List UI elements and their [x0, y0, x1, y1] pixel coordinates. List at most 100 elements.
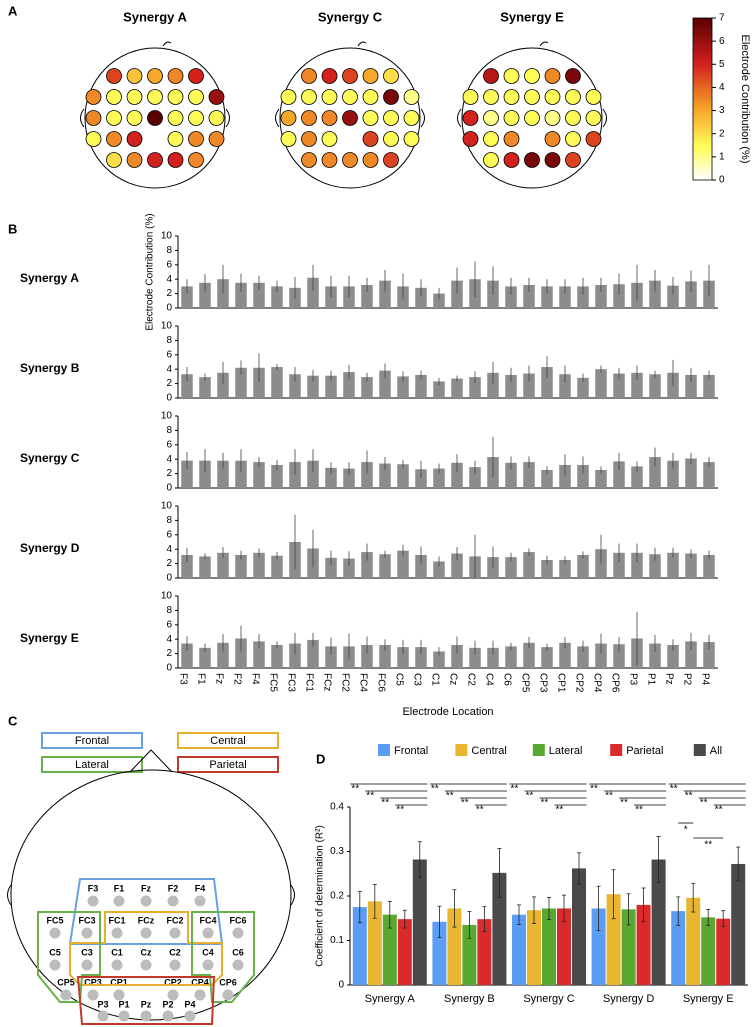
- nose: [162, 41, 172, 47]
- bar: [703, 642, 715, 668]
- panel-title: Synergy C: [318, 9, 383, 24]
- bar: [253, 552, 265, 578]
- significance-label: **: [704, 840, 712, 851]
- electrode: [565, 89, 581, 105]
- bar: [477, 919, 492, 985]
- electrode: [403, 110, 420, 126]
- y-tick-label: 4: [166, 454, 172, 465]
- head-outline: [10, 769, 292, 1021]
- electrode: [321, 152, 338, 168]
- electrode: [383, 110, 399, 126]
- bar: [649, 643, 661, 668]
- electrode-label: FC5: [46, 915, 63, 925]
- electrode: [383, 89, 399, 105]
- electrode-label: C4: [202, 947, 214, 957]
- electrode-label: FC6: [229, 915, 246, 925]
- electrode-label: FC1: [108, 915, 125, 925]
- head-outline: [84, 47, 226, 189]
- bar: [361, 462, 373, 488]
- bar: [253, 367, 265, 398]
- electrode: [202, 959, 214, 971]
- electrode: [113, 895, 125, 907]
- electrode: [49, 959, 61, 971]
- electrode: [280, 89, 297, 105]
- bar: [325, 375, 337, 398]
- electrode: [544, 89, 561, 105]
- bar: [307, 375, 319, 398]
- electrode: [140, 927, 152, 939]
- bar: [685, 458, 697, 488]
- bar: [685, 641, 697, 668]
- bar: [199, 556, 211, 578]
- significance-label: **: [700, 798, 708, 809]
- colorbar-tick-label: 4: [719, 82, 725, 93]
- electrode-label: Pz: [141, 999, 152, 1009]
- x-tick-label: Cz: [447, 673, 458, 685]
- row-label: Synergy C: [20, 451, 80, 465]
- bar: [613, 461, 625, 488]
- bar: [361, 644, 373, 668]
- electrode: [126, 68, 143, 84]
- electrode: [162, 1010, 174, 1022]
- bar: [572, 868, 586, 985]
- bar: [181, 374, 193, 398]
- significance-label: **: [526, 791, 534, 802]
- bar: [253, 641, 265, 668]
- nose: [539, 41, 549, 47]
- bar: [433, 651, 445, 668]
- row-label: Synergy B: [20, 361, 80, 375]
- electrode-label: F4: [195, 883, 206, 893]
- y-tick-label: 0: [166, 483, 172, 494]
- legend-label: Parietal: [209, 759, 246, 771]
- electrode: [81, 959, 93, 971]
- electrode: [85, 89, 102, 105]
- colorbar-tick-label: 6: [719, 36, 725, 47]
- bar: [613, 284, 625, 308]
- electrode: [126, 110, 143, 126]
- bar: [397, 919, 412, 985]
- x-tick-label: P2: [681, 673, 692, 686]
- x-tick-label: FC3: [285, 673, 296, 692]
- x-tick-label: FC4: [357, 673, 368, 692]
- bar: [487, 372, 499, 398]
- y-tick-label: 2: [166, 378, 172, 389]
- electrode: [106, 89, 122, 105]
- bar: [199, 647, 211, 668]
- electrode: [194, 989, 206, 1001]
- bar: [559, 560, 571, 578]
- panel-label: A: [8, 3, 18, 18]
- bar: [685, 374, 697, 398]
- significance-label: **: [635, 805, 643, 816]
- significance-label: **: [605, 791, 613, 802]
- electrode: [462, 131, 479, 147]
- row-label: Synergy E: [20, 631, 79, 645]
- electrode: [194, 895, 206, 907]
- significance-label: **: [381, 798, 389, 809]
- bar: [379, 370, 391, 398]
- electrode: [503, 89, 520, 105]
- bar: [469, 377, 481, 398]
- electrode: [585, 131, 602, 147]
- bar: [451, 644, 463, 668]
- bar: [542, 908, 556, 985]
- y-tick-label: 4: [166, 274, 172, 285]
- electrode-label: P3: [97, 999, 108, 1009]
- electrode-label: CP3: [84, 977, 102, 987]
- significance-label: **: [461, 798, 469, 809]
- bar: [541, 367, 553, 398]
- electrode: [362, 68, 379, 84]
- electrode: [403, 89, 420, 105]
- colorbar-tick-label: 1: [719, 151, 725, 162]
- bar: [307, 639, 319, 668]
- electrode: [126, 152, 143, 168]
- electrode: [321, 89, 338, 105]
- electrode: [147, 89, 163, 105]
- bar: [253, 462, 265, 488]
- x-tick-label: CP5: [519, 673, 530, 693]
- x-tick-label: F3: [177, 673, 188, 685]
- electrode: [585, 89, 602, 105]
- bar: [433, 381, 445, 398]
- bar: [559, 642, 571, 668]
- electrode: [106, 110, 122, 126]
